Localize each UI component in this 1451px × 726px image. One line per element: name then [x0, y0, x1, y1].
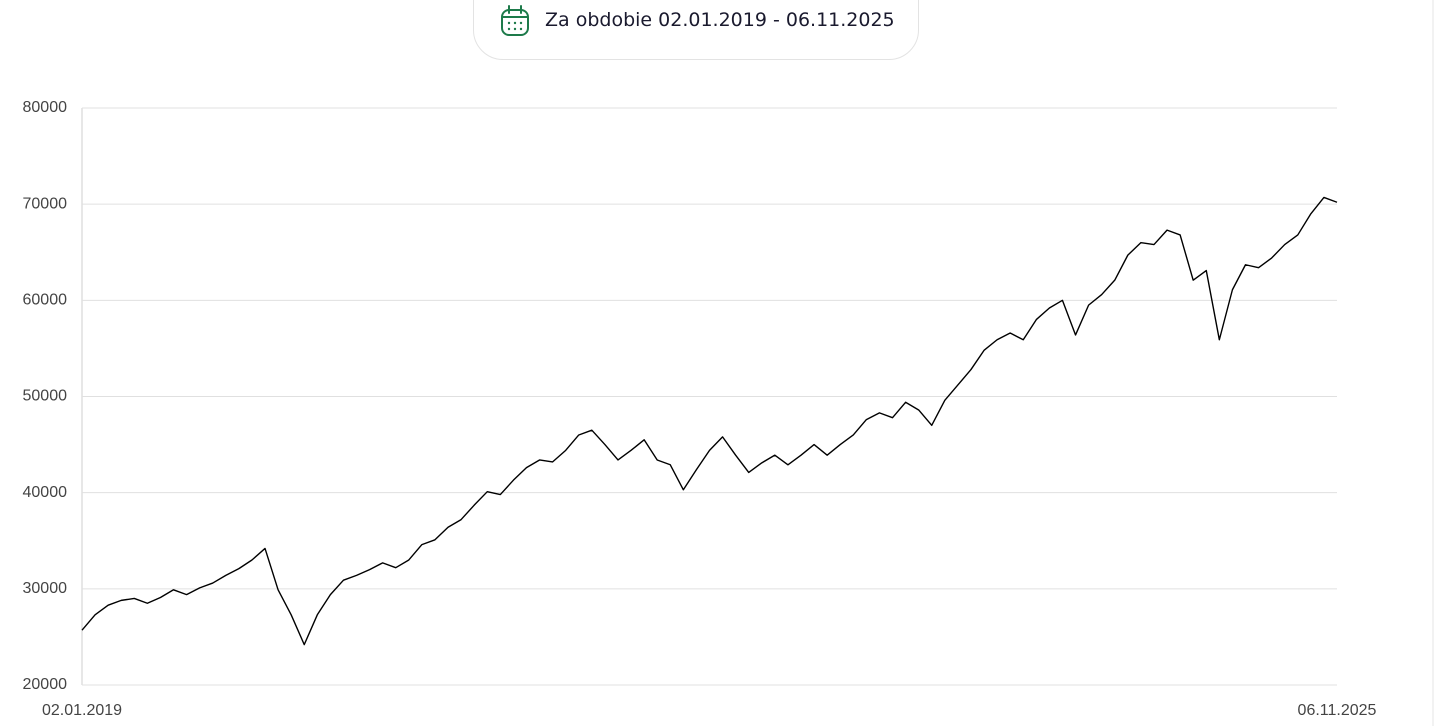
y-tick-label: 80000 — [23, 99, 68, 116]
period-button[interactable]: Za obdobie 02.01.2019 - 06.11.2025 — [473, 0, 919, 60]
y-tick-label: 30000 — [23, 580, 68, 597]
calendar-icon — [501, 5, 529, 36]
y-tick-label: 40000 — [23, 484, 68, 501]
series-line — [81, 196, 1338, 646]
y-tick-label: 20000 — [23, 676, 68, 693]
x-tick-label: 06.11.2025 — [1298, 702, 1377, 719]
y-tick-label: 60000 — [23, 292, 68, 309]
y-tick-label: 70000 — [23, 195, 68, 212]
y-tick-label: 50000 — [23, 388, 68, 405]
period-label: Za obdobie 02.01.2019 - 06.11.2025 — [545, 9, 895, 31]
x-tick-label: 02.01.2019 — [42, 702, 122, 719]
